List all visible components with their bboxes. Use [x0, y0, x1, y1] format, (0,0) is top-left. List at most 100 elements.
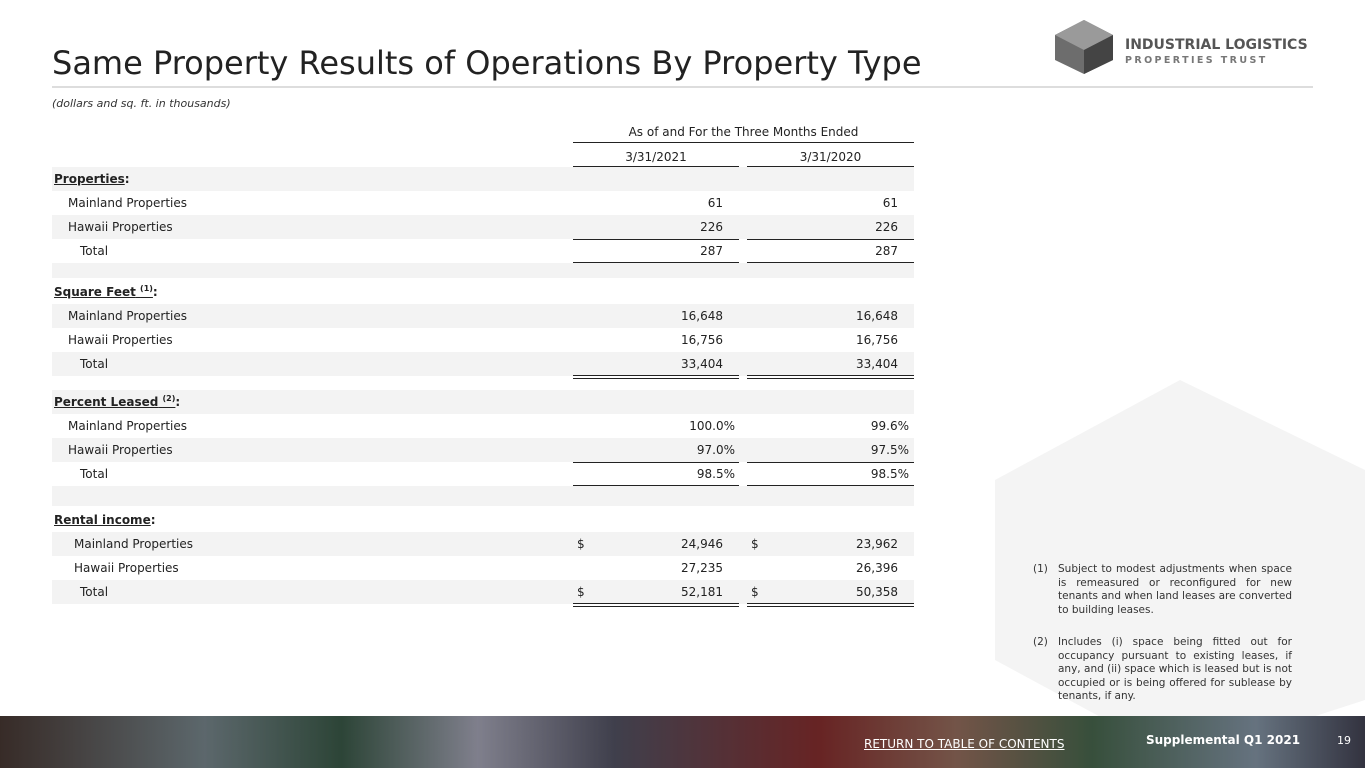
column-header: 3/31/2021 — [625, 150, 687, 164]
table-row: Mainland Properties 24,946 $23,962 $ — [52, 532, 914, 556]
rule — [573, 239, 739, 240]
footnote-marker: (2) — [1033, 636, 1048, 648]
cell-value: 97.5% — [870, 443, 909, 457]
rule — [747, 603, 914, 604]
rule — [573, 485, 739, 486]
logo-subtext: PROPERTIES TRUST — [1125, 55, 1268, 66]
cell-value: 16,756 — [856, 333, 898, 347]
logo-text: INDUSTRIAL LOGISTICS — [1125, 37, 1308, 53]
cell-value: 97.0% — [696, 443, 735, 457]
cell-value: 16,756 — [681, 333, 723, 347]
cell-value: 226 — [875, 220, 898, 234]
heading-punct: : — [152, 285, 158, 299]
rule — [747, 378, 914, 379]
cell-value: 33,404 — [681, 357, 723, 371]
heading-label: Properties — [54, 172, 125, 186]
table-row: Total 287 287 — [52, 239, 914, 263]
title: Same Property Results of Operations By P… — [52, 44, 922, 82]
currency-symbol: $ — [751, 537, 759, 551]
footer-image — [0, 716, 1365, 768]
rule — [573, 606, 739, 607]
row-label: Total — [80, 585, 109, 599]
rule — [573, 378, 739, 379]
page-number: 19 — [1337, 734, 1351, 747]
footnote-text: Includes (i) space being fitted out for … — [1058, 636, 1292, 702]
section-heading: Rental income: — [52, 508, 914, 532]
row-label: Hawaii Properties — [68, 333, 173, 347]
currency-symbol: $ — [751, 585, 759, 599]
section-heading: Percent Leased (2): — [52, 390, 914, 414]
table-row: Total 52,181 $50,358 $ — [52, 580, 914, 604]
rule — [573, 462, 739, 463]
row-label: Hawaii Properties — [68, 220, 173, 234]
heading-text: Square Feet (1): — [54, 280, 158, 304]
cell-value: 99.6% — [870, 419, 909, 433]
cell-value: 50,358 — [856, 585, 898, 599]
currency-symbol: $ — [577, 585, 585, 599]
subtitle: (dollars and sq. ft. in thousands) — [52, 97, 231, 110]
rule — [747, 375, 914, 376]
heading-note: (2) — [162, 394, 176, 403]
row-label: Mainland Properties — [68, 419, 188, 433]
table-row: Total 33,404 33,404 — [52, 352, 914, 376]
cell-value: 23,962 — [856, 537, 898, 551]
heading-text: Properties: — [54, 167, 130, 191]
table-row: Hawaii Properties 16,756 16,756 — [52, 328, 914, 352]
spacer-row — [52, 486, 914, 506]
heading-punct: : — [175, 395, 181, 409]
table-row: Total 98.5% 98.5% — [52, 462, 914, 486]
rule — [573, 262, 739, 263]
footnote-marker: (1) — [1033, 563, 1048, 575]
rule — [747, 485, 914, 486]
row-label: Mainland Properties — [74, 537, 194, 551]
rule — [747, 166, 914, 167]
spacer-row — [52, 376, 914, 388]
cell-value: 98.5% — [870, 467, 909, 481]
cell-value: 61 — [707, 196, 723, 210]
table-row: Mainland Properties 100.0% 99.6% — [52, 414, 914, 438]
row-label: Mainland Properties — [68, 309, 188, 323]
cell-value: 287 — [700, 244, 723, 258]
cell-value: 16,648 — [856, 309, 898, 323]
heading-punct: : — [150, 513, 156, 527]
cell-value: 100.0% — [689, 419, 735, 433]
table-row: Hawaii Properties 27,235 26,396 — [52, 556, 914, 580]
section-heading: Square Feet (1): — [52, 280, 914, 304]
rule — [573, 603, 739, 604]
toc-link[interactable]: RETURN TO TABLE OF CONTENTS — [864, 737, 1065, 751]
row-label: Hawaii Properties — [68, 443, 173, 457]
cell-value: 287 — [875, 244, 898, 258]
row-label: Mainland Properties — [68, 196, 188, 210]
section-heading: Properties: — [52, 167, 914, 191]
footer-label: Supplemental Q1 2021 — [1146, 733, 1301, 747]
currency-symbol: $ — [577, 537, 585, 551]
row-label: Total — [80, 357, 109, 371]
rule — [747, 606, 914, 607]
cell-value: 24,946 — [681, 537, 723, 551]
heading-note: (1) — [140, 284, 153, 293]
table-row: Mainland Properties 61 61 — [52, 191, 914, 215]
cell-value: 27,235 — [681, 561, 723, 575]
footnote-text: Subject to modest adjustments when space… — [1058, 563, 1292, 616]
rule — [747, 462, 914, 463]
cell-value: 33,404 — [856, 357, 898, 371]
rule — [747, 262, 914, 263]
heading-label: Rental income — [54, 513, 151, 527]
heading-label: Percent Leased — [54, 395, 159, 409]
group-header: As of and For the Three Months Ended — [628, 125, 859, 139]
table-row: Mainland Properties 16,648 16,648 — [52, 304, 914, 328]
row-label: Total — [80, 244, 109, 258]
row-label: Hawaii Properties — [74, 561, 179, 575]
rule — [573, 375, 739, 376]
cell-value: 61 — [882, 196, 898, 210]
cell-value: 16,648 — [681, 309, 723, 323]
heading-punct: : — [124, 172, 130, 186]
cell-value: 98.5% — [696, 467, 735, 481]
heading-text: Percent Leased (2): — [54, 390, 180, 414]
cell-value: 226 — [700, 220, 723, 234]
column-header: 3/31/2020 — [799, 150, 862, 164]
footer-overlay — [0, 716, 1365, 768]
spacer-row — [52, 263, 914, 278]
